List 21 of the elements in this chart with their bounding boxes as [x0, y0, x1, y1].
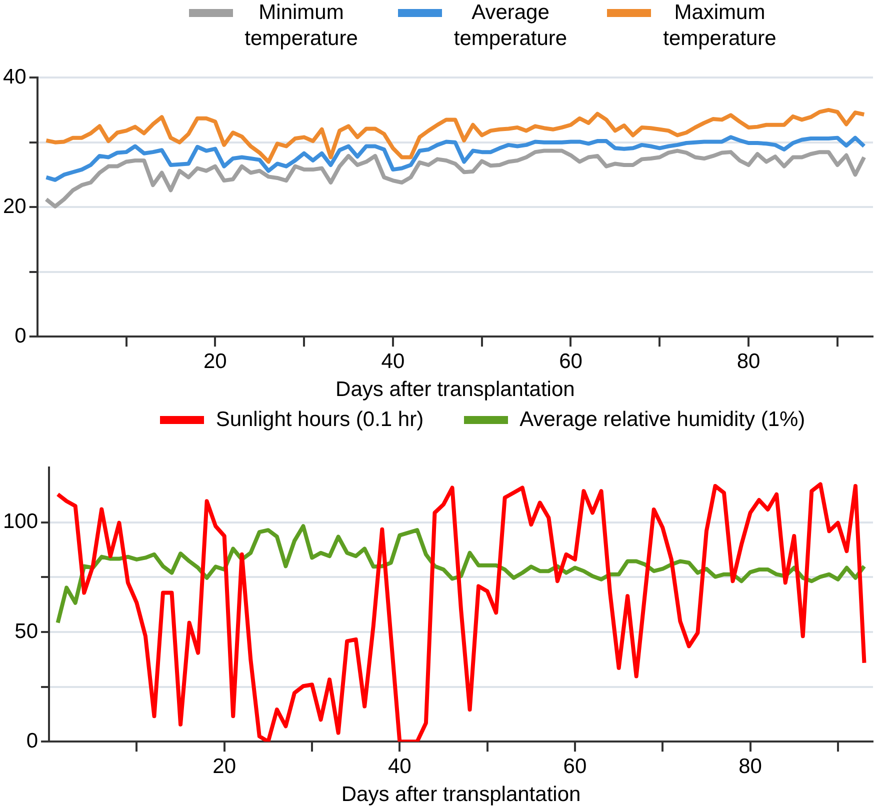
y-tick-label: 100	[2, 510, 38, 534]
x-tick-label: 20	[203, 350, 227, 373]
y-tick-label: 40	[3, 65, 26, 88]
legend-label: Average temperature	[454, 0, 568, 52]
x-tick-label: 20	[212, 754, 236, 778]
y-tick-label: 20	[3, 194, 26, 218]
x-tick-label: 60	[559, 350, 582, 373]
x-tick-label: 40	[381, 350, 405, 373]
legend-label: Minimum temperature	[244, 0, 358, 52]
legend-label: Sunlight hours (0.1 hr)	[216, 407, 424, 433]
legend-label: Average relative humidity (1%)	[520, 407, 806, 433]
x-axis-title: Days after transplantation	[341, 783, 581, 806]
y-tick-label: 50	[14, 620, 38, 643]
x-tick-label: 60	[563, 754, 587, 778]
x-axis-title: Days after transplantation	[336, 378, 575, 402]
y-tick-label: 0	[26, 729, 38, 752]
y-tick-label: 0	[14, 324, 26, 348]
x-tick-label: 80	[738, 754, 762, 778]
x-tick-label: 80	[736, 350, 760, 373]
x-tick-label: 40	[388, 754, 412, 778]
legend-label: Maximum temperature	[663, 0, 776, 52]
